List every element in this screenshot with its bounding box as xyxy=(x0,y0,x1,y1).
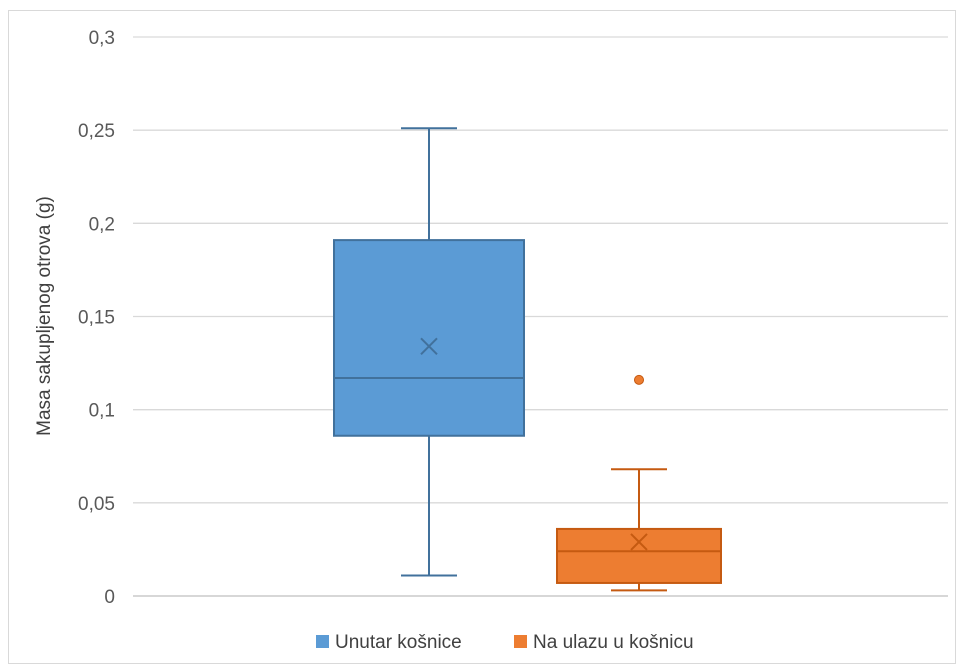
legend-swatch xyxy=(316,635,329,648)
boxes xyxy=(333,127,722,592)
legend-label: Unutar košnice xyxy=(335,632,462,653)
box-series-1 xyxy=(333,127,525,577)
y-tick-label: 0,25 xyxy=(78,121,115,142)
outlier-point xyxy=(634,374,644,385)
box-series-2 xyxy=(556,374,722,592)
y-tick-label: 0,05 xyxy=(78,494,115,515)
legend-swatch xyxy=(514,635,527,648)
y-tick-label: 0,2 xyxy=(89,214,115,235)
legend-label: Na ulazu u košnicu xyxy=(533,632,694,653)
mean-marker xyxy=(630,533,648,551)
y-tick-label: 0,3 xyxy=(89,28,115,49)
box-iqr xyxy=(333,239,525,437)
y-axis-ticks: 0 0,05 0,1 0,15 0,2 0,25 0,3 xyxy=(78,28,115,608)
y-tick-label: 0,15 xyxy=(78,308,115,329)
gridlines xyxy=(133,36,948,597)
y-tick-label: 0 xyxy=(104,587,115,608)
y-tick-label: 0,1 xyxy=(89,401,115,422)
mean-marker xyxy=(420,337,438,356)
y-axis-label: Masa sakupljenog otrova (g) xyxy=(34,196,55,436)
legend: Unutar košnice Na ulazu u košnicu xyxy=(316,632,694,653)
box-iqr xyxy=(556,527,722,584)
